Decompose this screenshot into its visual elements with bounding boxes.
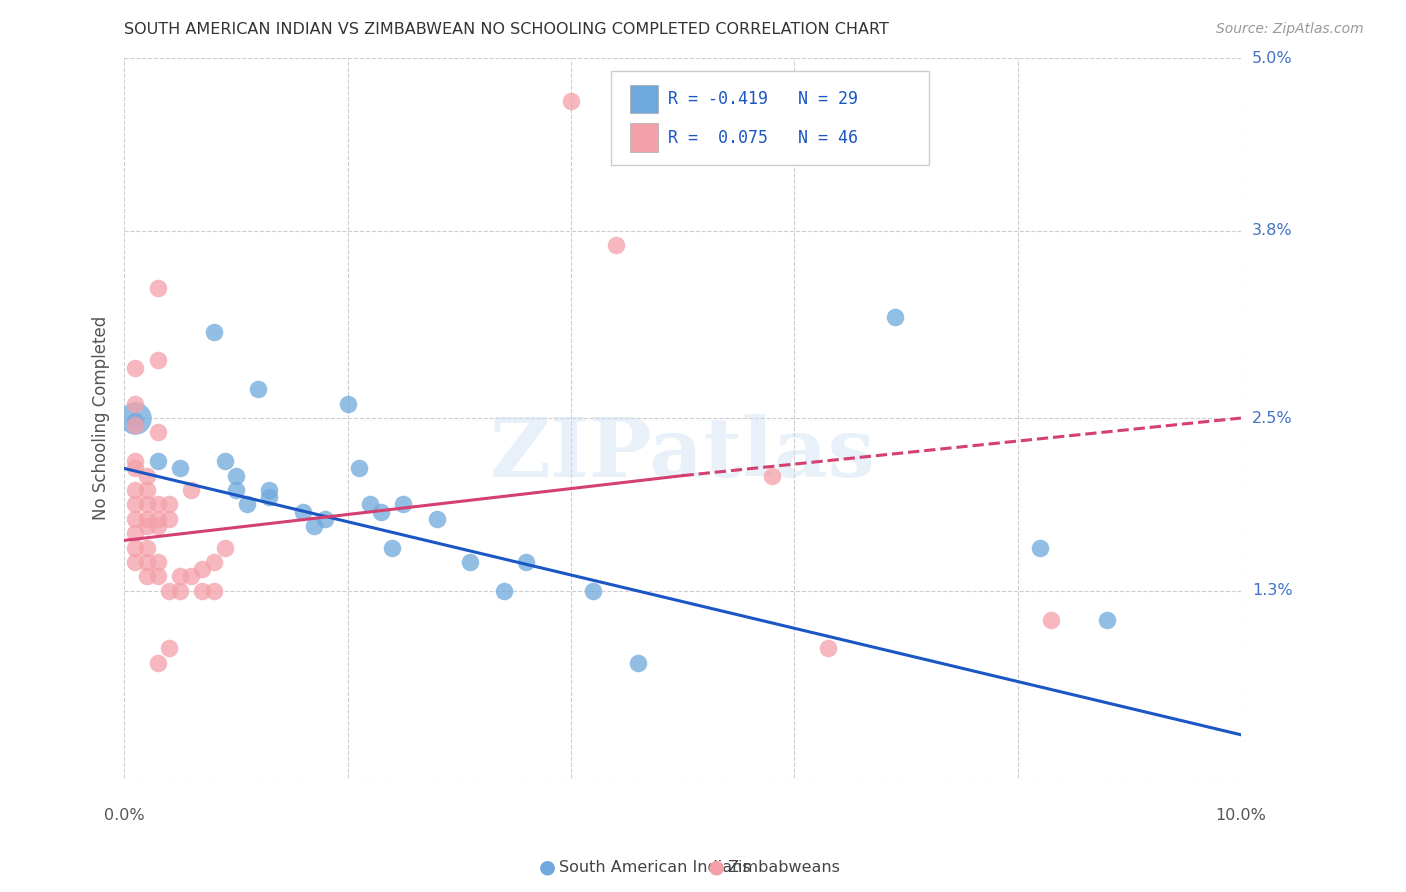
Point xyxy=(370,505,392,519)
Point xyxy=(883,310,905,325)
Point xyxy=(124,555,146,569)
Point xyxy=(359,497,381,511)
Point xyxy=(202,583,225,598)
Text: ●: ● xyxy=(538,857,555,877)
Point xyxy=(225,468,247,483)
Point xyxy=(259,483,281,497)
Point xyxy=(124,497,146,511)
Point xyxy=(627,656,650,670)
Point xyxy=(124,411,146,425)
Point xyxy=(124,512,146,526)
Point xyxy=(191,583,214,598)
Point xyxy=(135,497,157,511)
Point xyxy=(124,414,146,428)
Point xyxy=(202,325,225,339)
Point xyxy=(515,555,537,569)
Text: 5.0%: 5.0% xyxy=(1251,51,1292,66)
Text: R = -0.419   N = 29: R = -0.419 N = 29 xyxy=(668,90,858,108)
Text: R =  0.075   N = 46: R = 0.075 N = 46 xyxy=(668,128,858,146)
Text: ZIPatlas: ZIPatlas xyxy=(489,414,876,494)
Point xyxy=(460,555,482,569)
Point xyxy=(157,497,180,511)
Point xyxy=(157,583,180,598)
Point xyxy=(135,468,157,483)
Point xyxy=(1040,613,1063,627)
Point xyxy=(169,461,191,475)
Point xyxy=(146,353,169,368)
Point xyxy=(247,382,270,396)
Point xyxy=(124,483,146,497)
Point xyxy=(191,562,214,576)
Y-axis label: No Schooling Completed: No Schooling Completed xyxy=(93,316,110,520)
Point xyxy=(605,238,627,252)
Point xyxy=(817,641,839,656)
Text: 10.0%: 10.0% xyxy=(1215,808,1267,823)
Point xyxy=(314,512,336,526)
Point xyxy=(146,656,169,670)
Text: 3.8%: 3.8% xyxy=(1251,223,1292,238)
Point xyxy=(169,569,191,583)
Point xyxy=(124,461,146,475)
Point xyxy=(582,583,605,598)
Point xyxy=(169,583,191,598)
Point xyxy=(492,583,515,598)
Point xyxy=(146,569,169,583)
Point xyxy=(124,541,146,555)
Point xyxy=(180,569,202,583)
Point xyxy=(124,454,146,468)
Point xyxy=(259,490,281,504)
Point xyxy=(225,483,247,497)
Point xyxy=(1095,613,1118,627)
Point xyxy=(347,461,370,475)
Point xyxy=(146,555,169,569)
Point xyxy=(135,512,157,526)
Point xyxy=(135,519,157,533)
Point xyxy=(381,541,404,555)
Point xyxy=(392,497,415,511)
Text: 1.3%: 1.3% xyxy=(1251,583,1292,599)
Point xyxy=(146,497,169,511)
Point xyxy=(146,425,169,440)
Point xyxy=(214,454,236,468)
Point xyxy=(135,483,157,497)
Point xyxy=(761,468,783,483)
Text: Zimbabweans: Zimbabweans xyxy=(727,860,841,874)
Point xyxy=(146,512,169,526)
Point xyxy=(560,95,582,109)
Point xyxy=(146,454,169,468)
Point xyxy=(124,418,146,433)
Point xyxy=(1029,541,1052,555)
Point xyxy=(157,641,180,656)
Point xyxy=(302,519,325,533)
Text: 0.0%: 0.0% xyxy=(104,808,145,823)
Text: SOUTH AMERICAN INDIAN VS ZIMBABWEAN NO SCHOOLING COMPLETED CORRELATION CHART: SOUTH AMERICAN INDIAN VS ZIMBABWEAN NO S… xyxy=(124,22,889,37)
Point xyxy=(124,526,146,541)
Text: South American Indians: South American Indians xyxy=(558,860,751,874)
Point xyxy=(236,497,259,511)
Point xyxy=(426,512,449,526)
Point xyxy=(135,541,157,555)
Point xyxy=(336,397,359,411)
Point xyxy=(214,541,236,555)
Point xyxy=(146,519,169,533)
Point xyxy=(146,281,169,295)
Point xyxy=(180,483,202,497)
Point xyxy=(135,569,157,583)
Point xyxy=(291,505,314,519)
Point xyxy=(202,555,225,569)
Point xyxy=(124,360,146,375)
Point xyxy=(124,397,146,411)
Point xyxy=(135,555,157,569)
Text: 2.5%: 2.5% xyxy=(1251,410,1292,425)
Text: Source: ZipAtlas.com: Source: ZipAtlas.com xyxy=(1216,22,1364,37)
Point xyxy=(157,512,180,526)
Text: ●: ● xyxy=(707,857,724,877)
